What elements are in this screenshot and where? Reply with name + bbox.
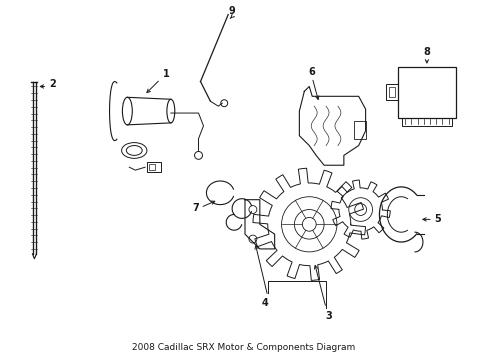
Text: 6: 6 [308, 67, 315, 77]
Text: 8: 8 [423, 47, 429, 57]
Text: 2: 2 [49, 78, 56, 89]
Text: 2008 Cadillac SRX Motor & Components Diagram: 2008 Cadillac SRX Motor & Components Dia… [132, 343, 355, 352]
Bar [149, 164, 155, 170]
Text: 7: 7 [192, 203, 199, 212]
Bar [386, 85, 397, 100]
Bar [388, 87, 394, 97]
Bar [353, 121, 365, 139]
Text: 3: 3 [325, 311, 332, 321]
Bar [397, 67, 455, 118]
Text: 5: 5 [433, 215, 440, 224]
Bar [401, 118, 451, 126]
Text: 1: 1 [162, 69, 169, 79]
Text: 4: 4 [261, 298, 267, 308]
Bar [147, 162, 161, 172]
Text: 9: 9 [228, 6, 235, 15]
